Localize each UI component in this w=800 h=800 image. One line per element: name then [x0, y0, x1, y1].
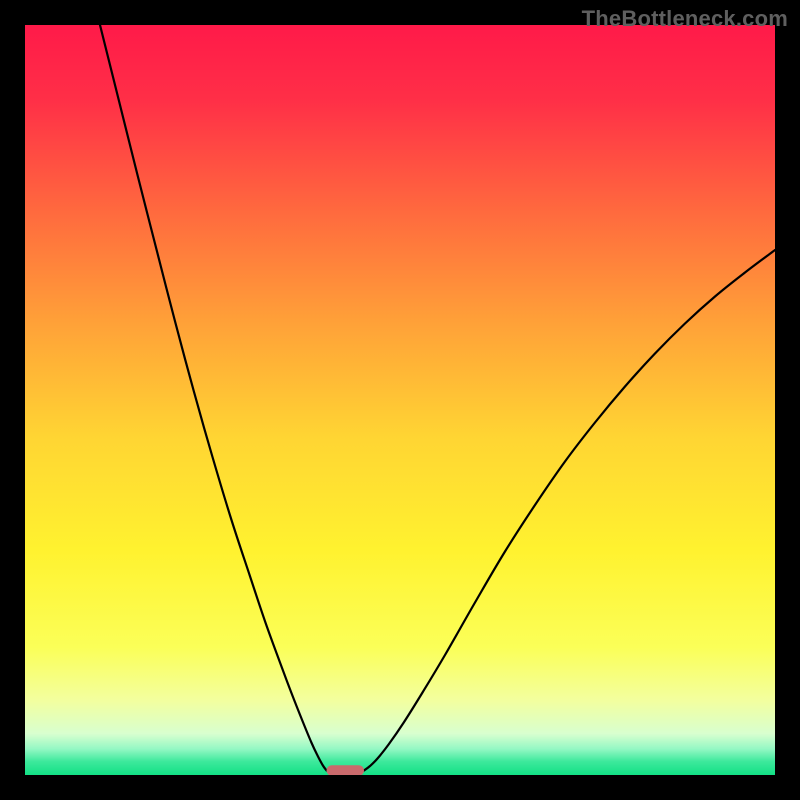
watermark-text: TheBottleneck.com	[582, 6, 788, 32]
bottleneck-marker	[327, 765, 365, 775]
chart-frame: TheBottleneck.com	[0, 0, 800, 800]
chart-background	[25, 25, 775, 775]
plot-area	[25, 25, 775, 775]
bottleneck-chart	[25, 25, 775, 775]
